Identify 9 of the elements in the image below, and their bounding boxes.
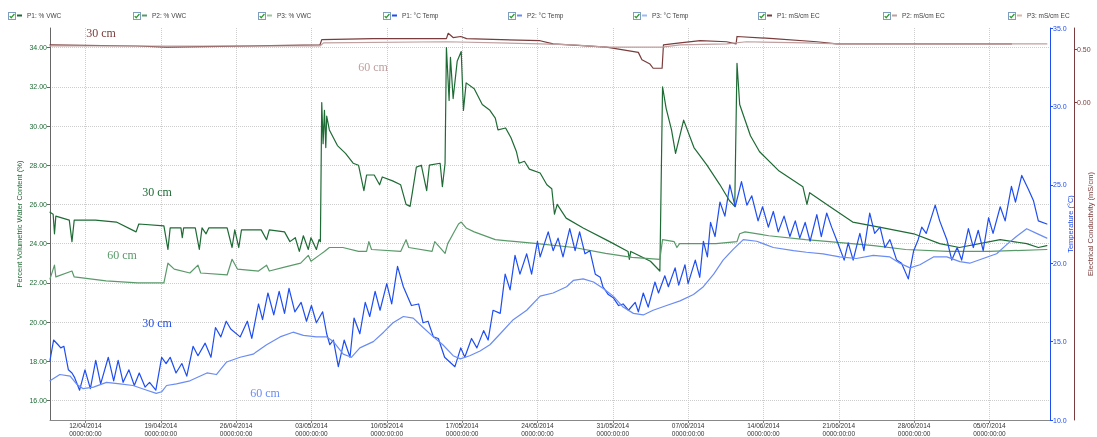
annotation: 60 cm (358, 60, 389, 74)
annotation: 60 cm (250, 386, 281, 400)
annotation: 30 cm (86, 26, 117, 40)
annotation: 30 cm (142, 316, 173, 330)
annotation: 30 cm (142, 185, 173, 199)
line-series (49, 47, 1048, 272)
line-series (49, 174, 1048, 391)
line-series (49, 221, 1048, 284)
annotation: 60 cm (107, 248, 138, 262)
